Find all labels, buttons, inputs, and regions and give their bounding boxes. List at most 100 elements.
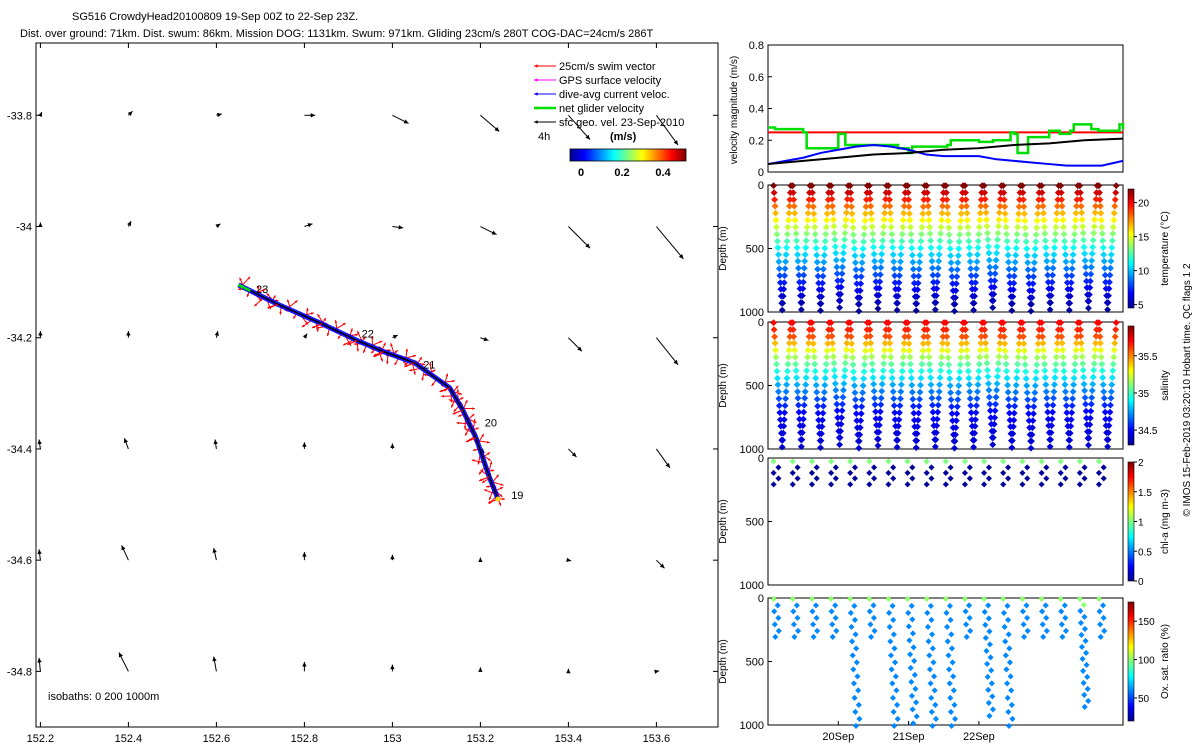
data-point: ◆ — [886, 332, 893, 342]
data-point: ◆ — [772, 339, 779, 349]
data-point: ◆ — [987, 406, 994, 416]
data-point: ◆ — [857, 416, 864, 426]
data-point: ◆ — [965, 373, 972, 383]
data-point: ◆ — [934, 407, 941, 417]
data-point: ◆ — [971, 299, 978, 309]
data-point: ◆ — [985, 379, 992, 389]
data-point: ◆ — [1000, 468, 1007, 477]
swim-vector-head — [422, 362, 426, 366]
data-point: ◆ — [1074, 318, 1081, 328]
data-point: ◆ — [1019, 594, 1026, 603]
data-point: ◆ — [927, 229, 934, 239]
geo-vector-shaft — [568, 226, 591, 249]
data-point: ◆ — [1096, 325, 1103, 335]
data-point: ◆ — [771, 325, 778, 335]
data-point: ◆ — [990, 433, 997, 443]
data-point: ◆ — [818, 422, 825, 432]
data-point: ◆ — [1043, 600, 1050, 609]
data-point: ◆ — [1082, 256, 1089, 266]
data-point: ◆ — [967, 474, 974, 483]
data-point: ◆ — [1007, 422, 1014, 432]
data-point: ◆ — [813, 250, 820, 260]
data-point: ◆ — [850, 360, 857, 370]
data-point: ◆ — [978, 188, 985, 198]
data-point: ◆ — [874, 297, 881, 307]
data-point: ◆ — [997, 332, 1004, 342]
geo-vector — [121, 545, 129, 561]
data-point: ◆ — [905, 188, 912, 198]
data-point: ◆ — [1033, 230, 1040, 240]
data-point: ◆ — [861, 367, 868, 377]
data-point: ◆ — [1082, 474, 1089, 483]
data-point: ◆ — [777, 278, 784, 288]
data-point: ◆ — [1030, 402, 1037, 412]
data-point: ◆ — [1050, 401, 1057, 411]
data-point: ◆ — [992, 399, 999, 409]
data-point: ◆ — [1110, 352, 1117, 362]
data-point: ◆ — [1092, 208, 1099, 218]
data-point: ◆ — [909, 394, 916, 404]
data-point: ◆ — [1053, 209, 1060, 219]
data-point: ◆ — [814, 401, 821, 411]
data-point: ◆ — [1070, 250, 1077, 260]
data-point: ◆ — [946, 665, 953, 674]
data-point: ◆ — [819, 271, 826, 281]
swim-vector-head — [463, 426, 467, 429]
data-point: ◆ — [792, 359, 799, 369]
data-point: ◆ — [790, 594, 797, 603]
data-point: ◆ — [825, 188, 832, 198]
data-point: ◆ — [991, 420, 998, 430]
data-point: ◆ — [887, 346, 894, 356]
data-point: ◆ — [870, 600, 877, 609]
data-point: ◆ — [914, 285, 921, 295]
data-point: ◆ — [873, 421, 880, 431]
data-point: ◆ — [1041, 229, 1048, 239]
data-point: ◆ — [1104, 305, 1111, 315]
data-point: ◆ — [984, 365, 991, 375]
data-point: ◆ — [1002, 216, 1009, 226]
data-point: ◆ — [874, 304, 881, 314]
data-point: ◆ — [1012, 257, 1019, 267]
data-point: ◆ — [912, 299, 919, 309]
data-point: ◆ — [956, 367, 963, 377]
data-point: ◆ — [910, 705, 917, 714]
data-point: ◆ — [864, 181, 871, 191]
data-point: ◆ — [984, 228, 991, 238]
data-point: ◆ — [946, 237, 953, 247]
data-point: ◆ — [1088, 256, 1095, 266]
data-point: ◆ — [804, 359, 811, 369]
data-point: ◆ — [1084, 297, 1091, 307]
geo-vector-head — [123, 438, 128, 444]
data-point: ◆ — [807, 318, 814, 328]
data-point: ◆ — [942, 318, 949, 328]
data-point: ◆ — [1026, 423, 1033, 433]
data-point: ◆ — [893, 299, 900, 309]
data-point: ◆ — [1080, 666, 1087, 675]
data-point: ◆ — [1091, 352, 1098, 362]
data-point: ◆ — [826, 318, 833, 328]
data-point: ◆ — [914, 429, 921, 439]
data-point: ◆ — [792, 215, 799, 225]
data-point: ◆ — [1038, 457, 1045, 466]
data-point: ◆ — [1096, 607, 1103, 616]
data-point: ◆ — [839, 399, 846, 409]
data-point: ◆ — [833, 256, 840, 266]
swim-vector-head — [294, 300, 298, 304]
data-point: ◆ — [1074, 188, 1081, 198]
data-point: ◆ — [803, 366, 810, 376]
data-point: ◆ — [871, 393, 878, 403]
data-point: ◆ — [928, 250, 935, 260]
data-point: ◆ — [906, 209, 913, 219]
data-point: ◆ — [853, 643, 860, 652]
data-point: ◆ — [1093, 325, 1100, 335]
data-point: ◆ — [949, 643, 956, 652]
data-point: ◆ — [911, 422, 918, 432]
data-point: ◆ — [1023, 381, 1030, 391]
geo-vector-head — [577, 346, 582, 352]
map-colorbar-tick-0: 0 — [578, 167, 584, 179]
swim-vector-head — [373, 353, 377, 356]
data-point: ◆ — [828, 188, 835, 198]
data-point: ◆ — [1083, 270, 1090, 280]
data-point: ◆ — [891, 643, 898, 652]
data-point: ◆ — [1077, 332, 1084, 342]
